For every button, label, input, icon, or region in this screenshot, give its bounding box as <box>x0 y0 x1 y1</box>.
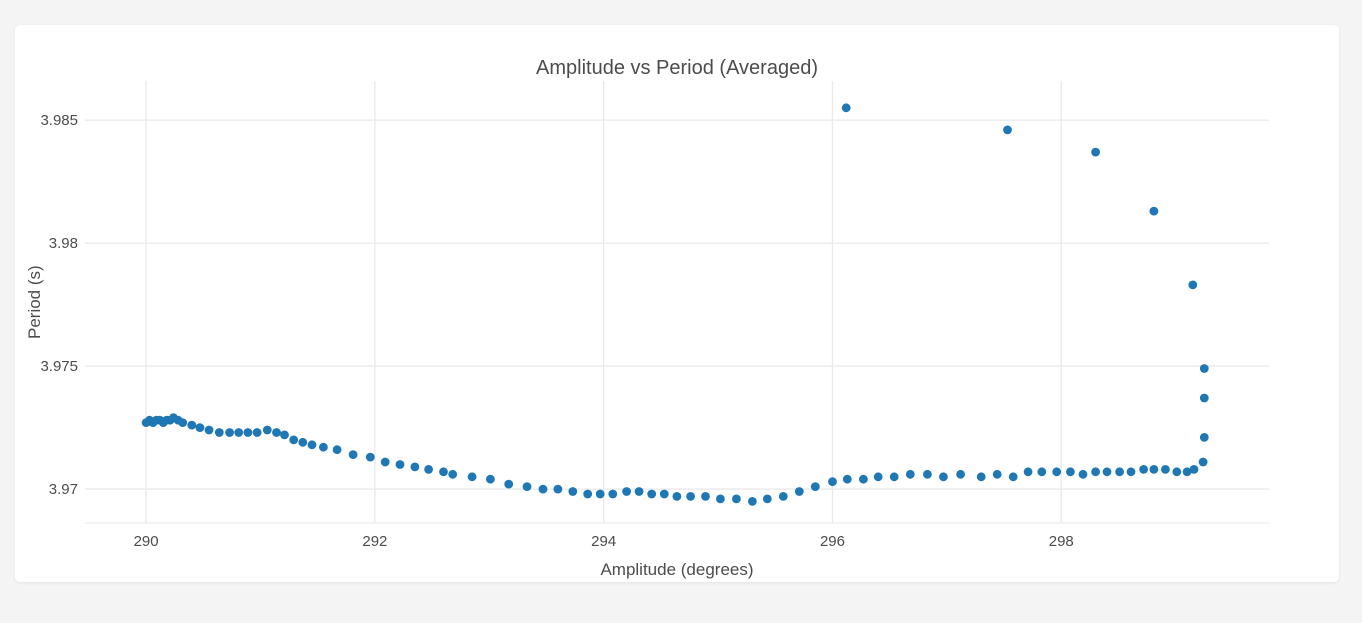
data-point[interactable] <box>1149 206 1159 216</box>
data-point[interactable] <box>686 492 695 501</box>
data-point[interactable] <box>716 494 725 504</box>
x-tick-label: 292 <box>362 533 387 550</box>
data-point[interactable] <box>1091 467 1100 477</box>
data-point[interactable] <box>762 494 772 504</box>
data-point[interactable] <box>410 462 420 472</box>
data-point[interactable] <box>243 428 253 437</box>
data-point[interactable] <box>905 469 915 479</box>
data-point[interactable] <box>889 472 899 482</box>
data-point[interactable] <box>225 428 235 437</box>
x-tick-label: 298 <box>1049 533 1074 550</box>
data-point[interactable] <box>1139 465 1148 474</box>
data-point[interactable] <box>748 497 757 506</box>
y-axis-title: Period (s) <box>25 265 44 339</box>
chart-title: Amplitude vs Period (Averaged) <box>536 57 818 79</box>
data-point[interactable] <box>701 492 710 501</box>
x-tick-label: 296 <box>820 533 845 550</box>
data-point[interactable] <box>348 450 358 459</box>
data-point[interactable] <box>439 467 448 477</box>
data-point[interactable] <box>810 482 820 491</box>
data-point[interactable] <box>504 479 514 489</box>
data-point[interactable] <box>923 469 932 479</box>
data-point[interactable] <box>1199 364 1209 373</box>
data-point[interactable] <box>1126 467 1136 477</box>
y-tick-label: 3.975 <box>40 358 78 375</box>
data-point[interactable] <box>234 428 244 437</box>
data-point[interactable] <box>1115 467 1124 477</box>
data-point[interactable] <box>395 460 405 469</box>
data-point[interactable] <box>307 440 317 450</box>
data-point[interactable] <box>873 472 883 482</box>
data-point[interactable] <box>939 472 948 482</box>
data-point[interactable] <box>1023 467 1033 477</box>
data-point[interactable] <box>538 484 548 494</box>
data-point[interactable] <box>319 442 328 452</box>
data-point[interactable] <box>553 484 563 494</box>
plot-canvas[interactable]: 290 292 294 296 298 3.97 3.975 3.98 3.985 <box>15 25 1339 582</box>
data-point[interactable] <box>187 420 197 430</box>
chart-card: Amplitude vs Period (Averaged) 290 292 294… <box>15 25 1339 582</box>
data-point[interactable] <box>1066 467 1075 477</box>
data-point[interactable] <box>1188 280 1198 290</box>
data-point[interactable] <box>195 423 205 432</box>
data-point[interactable] <box>956 469 965 479</box>
data-point[interactable] <box>568 487 578 496</box>
data-point[interactable] <box>595 489 605 499</box>
data-point[interactable] <box>1078 469 1088 479</box>
data-point[interactable] <box>976 472 986 482</box>
data-point[interactable] <box>178 418 188 427</box>
y-tick-label: 3.985 <box>40 112 78 129</box>
data-point[interactable] <box>1189 465 1199 474</box>
data-point[interactable] <box>583 489 593 499</box>
data-point[interactable] <box>859 474 868 484</box>
data-point[interactable] <box>1008 472 1018 482</box>
y-tick-label: 3.98 <box>49 235 78 252</box>
data-point[interactable] <box>272 428 281 437</box>
data-point[interactable] <box>1091 147 1100 157</box>
data-point[interactable] <box>622 487 631 496</box>
data-point[interactable] <box>778 492 788 501</box>
data-point[interactable] <box>647 489 657 499</box>
data-point[interactable] <box>365 452 375 462</box>
data-point[interactable] <box>659 489 669 499</box>
data-point[interactable] <box>1102 467 1112 477</box>
x-axis-title: Amplitude (degrees) <box>600 560 754 579</box>
data-point[interactable] <box>828 477 837 487</box>
data-point[interactable] <box>1052 467 1062 477</box>
data-point[interactable] <box>214 428 224 437</box>
data-point[interactable] <box>1199 433 1209 442</box>
y-tick-label: 3.97 <box>49 481 78 498</box>
data-point[interactable] <box>262 425 272 435</box>
data-point[interactable] <box>486 474 495 484</box>
data-point[interactable] <box>634 487 644 496</box>
x-tick-label: 294 <box>591 533 616 550</box>
data-point[interactable] <box>467 472 477 482</box>
data-point[interactable] <box>1037 467 1047 477</box>
data-point[interactable] <box>1149 465 1159 474</box>
data-point[interactable] <box>1003 125 1012 135</box>
data-point[interactable] <box>1161 465 1170 474</box>
data-point[interactable] <box>280 430 289 440</box>
data-point[interactable] <box>522 482 532 491</box>
data-point[interactable] <box>1198 457 1208 467</box>
data-point[interactable] <box>1172 467 1182 477</box>
data-point[interactable] <box>448 469 458 479</box>
data-point[interactable] <box>298 437 308 447</box>
data-point[interactable] <box>732 494 741 504</box>
data-point[interactable] <box>380 457 390 467</box>
data-point[interactable] <box>1182 467 1192 477</box>
data-point[interactable] <box>992 469 1002 479</box>
data-point[interactable] <box>841 103 851 113</box>
data-point[interactable] <box>424 465 433 474</box>
x-tick-label: 290 <box>134 533 159 550</box>
data-point[interactable] <box>672 492 682 501</box>
data-point[interactable] <box>252 428 262 437</box>
data-point[interactable] <box>794 487 804 496</box>
data-point[interactable] <box>289 435 299 445</box>
data-point[interactable] <box>608 489 618 499</box>
data-point[interactable] <box>1199 393 1209 403</box>
data-point[interactable] <box>842 474 852 484</box>
data-point[interactable] <box>332 445 342 455</box>
data-point[interactable] <box>204 425 214 435</box>
